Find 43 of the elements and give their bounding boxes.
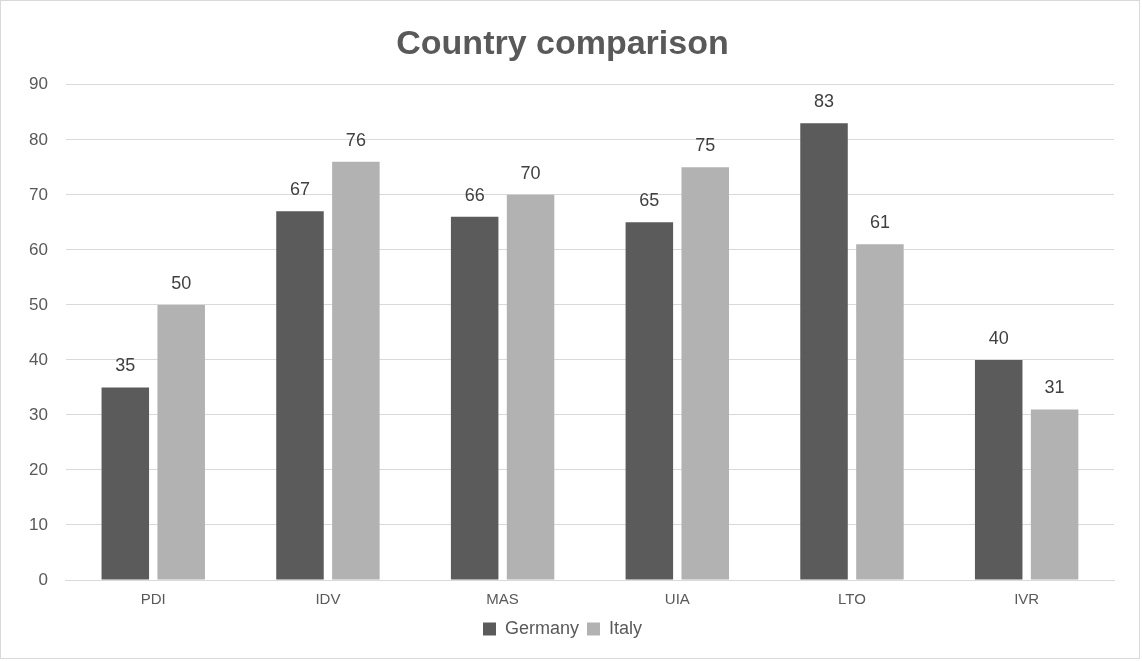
data-label: 70 — [520, 162, 541, 183]
data-label: 66 — [464, 184, 485, 205]
bar — [332, 161, 380, 580]
bar — [625, 222, 674, 580]
data-label: 83 — [814, 91, 835, 112]
x-tick-label: IDV — [315, 590, 341, 608]
data-label: 75 — [695, 135, 716, 156]
legend-label: Germany — [504, 617, 580, 638]
y-tick-label: 60 — [28, 239, 48, 259]
bar — [276, 211, 324, 580]
x-tick-label: PDI — [140, 590, 166, 608]
y-tick-label: 40 — [28, 349, 48, 369]
y-tick-label: 30 — [28, 404, 48, 424]
data-label: 65 — [639, 190, 660, 211]
x-tick-label: LTO — [838, 590, 866, 608]
y-tick-label: 10 — [28, 514, 48, 534]
data-label: 50 — [171, 272, 192, 293]
data-label: 61 — [869, 212, 890, 233]
data-label: 40 — [988, 327, 1009, 348]
bar — [681, 167, 729, 580]
bar — [101, 387, 150, 580]
bar — [1030, 409, 1079, 580]
data-label: 67 — [289, 179, 310, 200]
bar — [157, 304, 205, 580]
y-tick-label: 80 — [28, 129, 48, 149]
bar — [974, 359, 1023, 580]
chart-title: Country comparison — [396, 22, 729, 61]
bar — [800, 123, 848, 580]
y-tick-label: 70 — [28, 184, 48, 204]
x-tick-label: IVR — [1014, 590, 1040, 608]
y-tick-label: 0 — [38, 569, 48, 589]
x-tick-label: MAS — [486, 590, 519, 608]
bar — [506, 194, 555, 580]
data-label: 76 — [345, 129, 366, 150]
bar — [450, 216, 499, 580]
y-tick-label: 20 — [28, 459, 48, 479]
y-tick-label: 90 — [28, 74, 48, 94]
data-label: 31 — [1044, 377, 1065, 398]
y-tick-label: 50 — [28, 294, 48, 314]
bar — [856, 244, 904, 580]
legend-label: Italy — [609, 617, 643, 638]
data-label: 35 — [115, 355, 136, 376]
x-tick-label: UIA — [664, 590, 690, 608]
